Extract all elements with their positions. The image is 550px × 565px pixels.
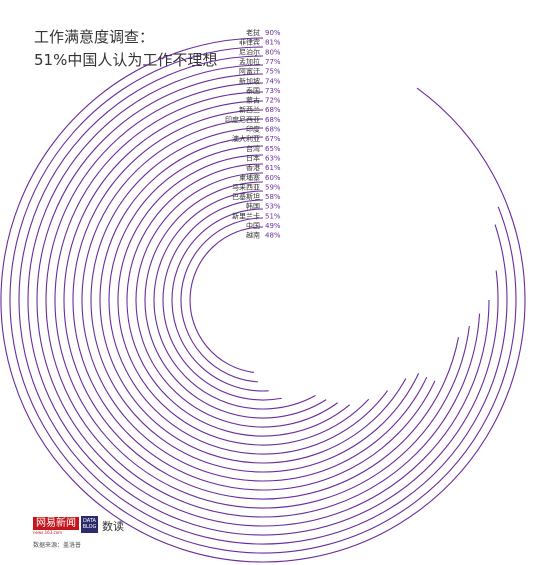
value-label-9: 68%: [265, 116, 281, 124]
arc-3: [27, 64, 499, 536]
arc-2: [18, 55, 508, 545]
data-blog-badge: DATA BLOG: [81, 516, 98, 533]
arc-17: [153, 190, 316, 410]
value-label-21: 48%: [265, 232, 281, 240]
category-label-18: 韩国: [246, 202, 260, 211]
arc-11: [99, 136, 407, 464]
value-label-7: 72%: [265, 97, 281, 105]
arc-6: [54, 91, 470, 509]
category-label-1: 菲律宾: [239, 38, 260, 47]
arc-7: [63, 100, 460, 500]
value-label-3: 77%: [265, 58, 281, 66]
arc-14: [126, 163, 351, 437]
value-label-4: 75%: [265, 68, 281, 76]
category-label-17: 巴基斯坦: [232, 192, 260, 201]
category-label-16: 马来西亚: [232, 183, 260, 191]
brand-logo: 网易新闻: [33, 517, 79, 530]
arc-8: [72, 109, 436, 491]
arc-20: [180, 217, 264, 383]
value-label-15: 60%: [265, 174, 281, 182]
value-label-20: 49%: [265, 222, 281, 230]
category-label-11: 澳大利亚: [232, 134, 260, 143]
arc-16: [144, 181, 327, 419]
value-label-11: 67%: [265, 135, 281, 143]
value-label-14: 61%: [265, 164, 281, 172]
category-label-0: 老挝: [246, 28, 260, 37]
arc-15: [135, 172, 338, 428]
value-label-5: 74%: [265, 77, 281, 85]
category-label-12: 台湾: [246, 144, 260, 153]
category-label-20: 中国: [246, 221, 260, 230]
category-label-8: 新西兰: [239, 105, 260, 114]
arc-4: [36, 73, 490, 527]
value-label-13: 63%: [265, 154, 281, 162]
category-label-4: 阿富汗: [239, 67, 260, 76]
title-line-1: 工作满意度调查：: [34, 28, 155, 46]
arc-19: [171, 208, 269, 392]
arc-18: [162, 199, 282, 401]
brand-url: news.163.com: [33, 530, 63, 535]
value-label-18: 53%: [265, 203, 281, 211]
value-label-10: 68%: [265, 126, 281, 134]
category-label-14: 香港: [246, 163, 260, 172]
category-label-13: 日本: [246, 153, 260, 162]
arc-0: [0, 37, 526, 563]
arc-12: [108, 145, 389, 455]
value-label-2: 80%: [265, 48, 281, 56]
value-label-17: 58%: [265, 193, 281, 201]
arc-10: [90, 127, 420, 473]
category-label-7: 蒙古: [246, 96, 260, 105]
value-label-8: 68%: [265, 106, 281, 114]
category-label-5: 新加坡: [239, 76, 260, 85]
product-name: 数读: [102, 520, 124, 533]
value-label-0: 90%: [265, 29, 281, 37]
category-label-9: 印度尼西亚: [225, 115, 260, 124]
arc-9: [81, 118, 428, 482]
category-label-21: 越南: [246, 231, 260, 240]
value-label-16: 59%: [265, 183, 281, 191]
category-label-15: 柬埔寨: [239, 173, 260, 182]
arc-13: [117, 154, 370, 446]
arc-1: [9, 46, 517, 554]
data-source: 数据来源：盖洛普: [33, 542, 82, 549]
category-label-6: 泰国: [246, 86, 260, 95]
category-label-10: 印度: [246, 125, 260, 134]
arc-5: [45, 82, 481, 518]
value-label-19: 51%: [265, 212, 281, 220]
value-label-6: 73%: [265, 87, 281, 95]
arc-21: [189, 226, 264, 373]
category-label-19: 斯里兰卡: [232, 211, 260, 220]
value-label-1: 81%: [265, 39, 281, 47]
category-label-2: 尼泊尔: [239, 47, 260, 56]
value-label-12: 65%: [265, 145, 281, 153]
category-label-3: 孟加拉: [239, 57, 260, 66]
